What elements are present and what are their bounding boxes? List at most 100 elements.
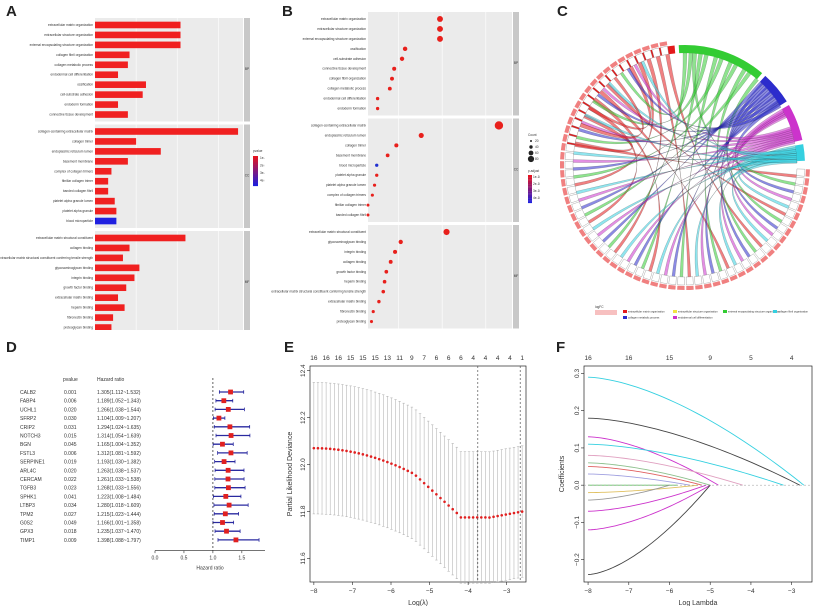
panel-b-color-swatch	[528, 201, 532, 204]
panel-b-dot	[437, 25, 443, 32]
panel-a-bar-label: endoplasmic reticulum lumen	[52, 149, 94, 153]
panel-d-hr-text: 1.215(1.023~1.444)	[97, 512, 141, 518]
panel-c-gene-block	[583, 95, 594, 106]
panel-c-gene-block	[702, 274, 711, 284]
panel-c-gene-logfc	[567, 116, 574, 125]
panel-c-chord	[665, 53, 763, 248]
panel-f-coef-path	[588, 484, 711, 531]
panel-f-ytick: 0.2	[574, 406, 581, 415]
panel-a-bar	[95, 284, 127, 292]
panel-b-color-swatch	[528, 197, 532, 199]
panel-a-strip-label: MF	[245, 280, 250, 284]
panel-c-gene-logfc	[797, 203, 804, 213]
panel-d-xtick: 1.5	[238, 556, 245, 562]
panel-c-gene-block	[795, 176, 805, 186]
panel-b-dot-label: complex of collagen trimers	[327, 193, 366, 197]
panel-a-legend-swatch	[253, 171, 258, 173]
panel-d-pvalue: 0.001	[64, 390, 77, 396]
panel-c-chord: logFC extracellular matrix organization ex…	[560, 41, 810, 320]
panel-a-facet-strip	[244, 124, 250, 228]
panel-b-facet-bg	[368, 118, 512, 222]
panel-c-gene-block	[796, 168, 806, 177]
panel-b-dot-label: extracellular matrix binding	[328, 300, 366, 304]
panel-e-top-count: 16	[322, 355, 330, 362]
panel-a-facet-strip	[244, 18, 250, 122]
panel-c-gene-logfc	[583, 236, 592, 245]
panel-d-hr-point	[226, 502, 232, 508]
panel-b-color-swatch	[528, 182, 532, 184]
panel-c-gene-logfc	[566, 204, 574, 214]
panel-c-chord	[584, 113, 798, 164]
panel-a-bar-label: growth factor binding	[63, 286, 93, 290]
panel-d-hr-text: 1.398(1.088~1.797)	[97, 538, 141, 544]
panel-e-point	[406, 469, 410, 473]
panel-c-chord	[626, 137, 795, 263]
panel-c-gene-block	[760, 242, 772, 254]
panel-c-gene-logfc	[625, 51, 634, 59]
panel-c-gene-block	[564, 169, 574, 178]
panel-b-dot	[390, 76, 394, 81]
panel-e-point	[361, 453, 365, 456]
panel-d-hr-text: 1.165(1.004~1.352)	[97, 442, 141, 448]
panel-d-hr-text: 1.280(1.018~1.609)	[97, 503, 141, 509]
panel-f-ytick: 0.3	[574, 369, 581, 378]
panel-d-gene: BGN	[20, 442, 31, 448]
panel-b-color-swatch	[528, 175, 532, 177]
panel-d-gene: UCHL1	[20, 407, 37, 413]
panel-c-gene-block	[593, 81, 605, 93]
panel-a-legend-tick: 1e-10	[260, 156, 265, 160]
panel-b-plot: BP extracellular matrix organization extra…	[271, 12, 540, 329]
panel-b-strip-label: MF	[514, 274, 519, 278]
panel-c-gene-block	[587, 230, 599, 242]
panel-c-gene-block	[771, 229, 783, 241]
panel-c-gene-block	[659, 274, 669, 284]
panel-f-coef-path	[588, 417, 800, 486]
panel-e-ytick: 11.8	[300, 505, 307, 518]
panel-a-facet-strip	[244, 231, 250, 330]
panel-a-legend-swatch	[253, 160, 258, 163]
panel-c-letter: C	[557, 3, 568, 20]
panel-d-gene: TGFB3	[20, 486, 36, 492]
panel-a-bar	[95, 128, 239, 135]
panel-c-gene-block	[651, 272, 661, 283]
panel-c-gene-block	[785, 208, 796, 219]
panel-e-xtick: −5	[426, 588, 434, 595]
panel-d-pvalue: 0.020	[64, 468, 77, 474]
panel-b-color-swatch	[528, 180, 532, 183]
panel-a-plot: BP extracellular matrix organization extra…	[0, 18, 265, 330]
panel-b-color-tick: 1e-10	[533, 175, 540, 179]
panel-c-gene-logfc	[617, 56, 626, 64]
panel-b-dot	[370, 193, 374, 197]
panel-b-facet-strip	[513, 118, 519, 222]
panel-e-point	[341, 448, 344, 452]
panel-c-gene-logfc	[793, 212, 801, 221]
panel-c-legend-key	[773, 310, 777, 313]
panel-c-gene-logfc	[695, 284, 703, 290]
panel-f-ytick: −0.2	[574, 553, 581, 566]
panel-e-point	[377, 457, 381, 461]
panel-b-color-title: p.adjust	[528, 169, 539, 173]
panel-a-strip-label: CC	[245, 173, 250, 177]
panel-f-coef-path	[588, 484, 699, 494]
panel-c-gene-block	[788, 200, 799, 211]
panel-a-legend-swatch	[253, 168, 258, 170]
panel-e-point	[471, 516, 475, 519]
panel-d-hr-text: 1.305(1.112~1.532)	[97, 390, 141, 396]
panel-c-legend-title: logFC	[595, 305, 604, 309]
panel-a-bar	[95, 254, 123, 262]
panel-e-point	[480, 516, 483, 519]
panel-e-point	[426, 485, 430, 489]
panel-e-point	[439, 496, 442, 500]
panel-b-dot	[437, 35, 443, 42]
panel-b-dot-label: connective tissue development	[322, 67, 366, 71]
panel-d-hr-text: 1.166(1.001~1.358)	[97, 521, 141, 527]
panel-f: F −8 −7 −6 −5 −4 −3−0.2−0.10.00.10.20.316 16 15…	[556, 339, 813, 606]
panel-c-legend-label: extracellular structure organization	[678, 310, 718, 314]
panel-c-gene-block	[593, 237, 605, 248]
panel-c-gene-logfc	[650, 281, 659, 287]
panel-b-color-swatch	[528, 179, 532, 181]
panel-c-chord	[607, 81, 797, 155]
panel-e-point	[369, 455, 373, 458]
panel-c-gene-block	[660, 46, 669, 56]
panel-e-point	[365, 454, 369, 457]
